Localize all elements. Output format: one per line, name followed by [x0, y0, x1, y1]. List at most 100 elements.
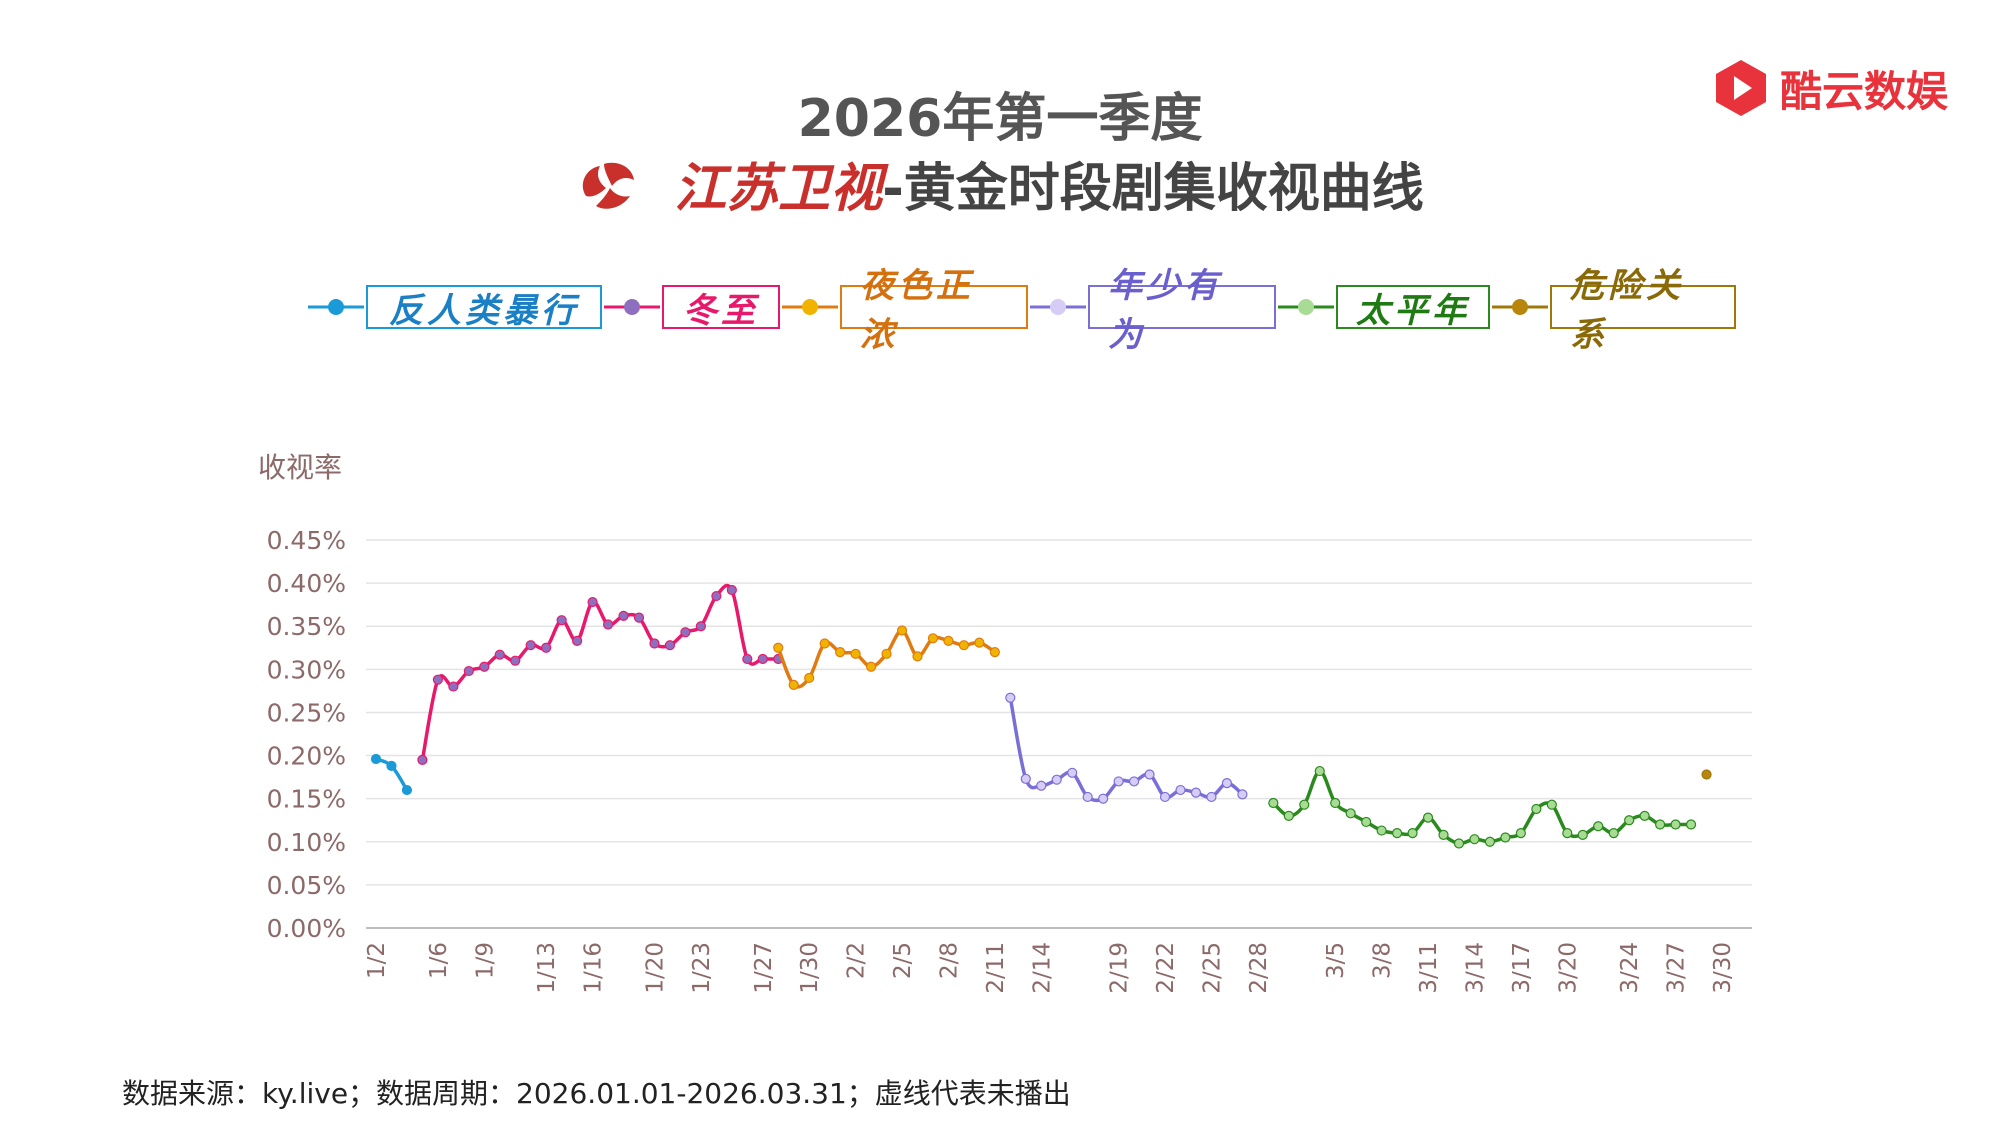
data-point	[927, 633, 939, 644]
data-point	[850, 648, 861, 659]
x-tick-label: 1/20	[642, 942, 668, 994]
data-point	[587, 596, 598, 608]
data-point	[958, 640, 970, 651]
x-tick-label: 3/17	[1509, 942, 1535, 994]
legend-label: 太平年	[1336, 285, 1490, 331]
data-point	[1098, 793, 1109, 804]
x-tick-label: 2/28	[1246, 942, 1272, 994]
data-point	[773, 642, 784, 653]
data-point	[1345, 808, 1356, 819]
data-point	[1484, 836, 1496, 847]
legend-label: 反人类暴行	[366, 285, 602, 331]
data-point	[1005, 692, 1016, 703]
data-point	[1407, 828, 1418, 839]
legend-marker-icon	[782, 299, 838, 315]
data-point	[819, 638, 830, 649]
data-point	[1376, 825, 1387, 836]
data-point	[865, 661, 877, 672]
data-point	[726, 584, 737, 596]
y-tick-label: 0.35%	[267, 612, 346, 641]
data-point	[463, 665, 474, 677]
data-point	[1655, 819, 1666, 830]
series-line-4	[1272, 769, 1692, 846]
data-point	[881, 648, 892, 659]
data-point	[1577, 829, 1588, 840]
x-tick-label: 2/22	[1153, 942, 1179, 994]
x-tick-label: 1/13	[534, 942, 560, 994]
data-point	[711, 590, 722, 602]
data-point	[370, 753, 382, 765]
x-tick-label: 2/19	[1107, 942, 1133, 994]
x-tick-label: 1/6	[426, 942, 452, 979]
x-tick-label: 1/2	[364, 942, 390, 979]
data-point	[1562, 828, 1573, 839]
data-point	[1190, 787, 1202, 798]
data-point	[943, 635, 954, 646]
data-point	[1453, 838, 1465, 849]
x-tick-label: 3/27	[1664, 942, 1690, 994]
legend-marker-icon	[308, 299, 364, 315]
data-point	[1685, 819, 1697, 830]
data-point	[618, 610, 629, 621]
data-point	[1469, 834, 1480, 845]
data-point	[1113, 776, 1124, 787]
data-point	[835, 646, 846, 658]
data-point	[1639, 810, 1650, 822]
brand-name: 酷云数娱	[1780, 66, 1949, 116]
y-tick-label: 0.10%	[267, 828, 346, 857]
data-point	[1361, 816, 1372, 828]
data-point	[664, 640, 676, 651]
x-tick-label: 2/25	[1199, 942, 1225, 994]
data-point	[1593, 821, 1604, 832]
data-point	[510, 655, 521, 666]
data-point	[1159, 791, 1171, 803]
y-tick-label: 0.20%	[267, 742, 346, 771]
y-tick-label: 0.45%	[267, 526, 346, 555]
data-point	[1175, 784, 1186, 796]
data-point	[680, 627, 691, 638]
brand-logo: 酷云数娱	[1712, 56, 1948, 120]
legend-item-series-1: 冬至	[602, 282, 780, 332]
data-point	[1531, 803, 1542, 815]
x-tick-label: 3/8	[1370, 942, 1396, 979]
x-tick-label: 1/9	[472, 942, 498, 979]
y-tick-label: 0.25%	[267, 698, 346, 727]
kuyun-logo-icon	[1716, 60, 1766, 116]
x-tick-label: 1/16	[581, 942, 607, 994]
y-tick-label: 0.40%	[267, 569, 346, 598]
data-point	[401, 784, 413, 796]
data-point	[1144, 769, 1155, 780]
footer-source: 数据来源：ky.live；数据周期：2026.01.01-2026.03.31；…	[122, 1077, 1071, 1110]
data-point	[1500, 832, 1511, 843]
legend-item-series-0: 反人类暴行	[306, 282, 602, 332]
data-point	[1546, 799, 1557, 810]
data-point	[556, 615, 567, 626]
series-line-1	[420, 583, 779, 761]
x-tick-label: 3/11	[1416, 942, 1442, 994]
data-point	[541, 642, 552, 653]
data-point	[1268, 797, 1279, 809]
x-tick-label: 2/11	[983, 942, 1009, 994]
legend-marker-icon	[604, 299, 660, 315]
data-point	[494, 649, 505, 660]
data-point	[974, 637, 985, 648]
x-tick-label: 3/20	[1555, 942, 1581, 994]
data-point	[1036, 780, 1047, 791]
x-tick-label: 3/5	[1323, 942, 1349, 979]
data-point	[1067, 767, 1078, 778]
data-point	[1221, 778, 1233, 789]
x-tick-label: 1/23	[689, 942, 715, 994]
data-point	[1206, 791, 1217, 803]
jiangsu-tv-logo-icon	[583, 162, 635, 209]
data-point	[633, 612, 645, 623]
data-point	[896, 625, 908, 636]
x-tick-label: 2/5	[890, 942, 916, 979]
data-point	[1670, 819, 1681, 830]
data-point	[386, 760, 397, 772]
data-point	[572, 635, 583, 646]
grid-lines	[366, 539, 1752, 929]
chart-title-line2: 江苏卫视-黄金时段剧集收视曲线	[0, 146, 2000, 221]
data-point	[1515, 828, 1526, 839]
data-point	[989, 646, 1000, 658]
